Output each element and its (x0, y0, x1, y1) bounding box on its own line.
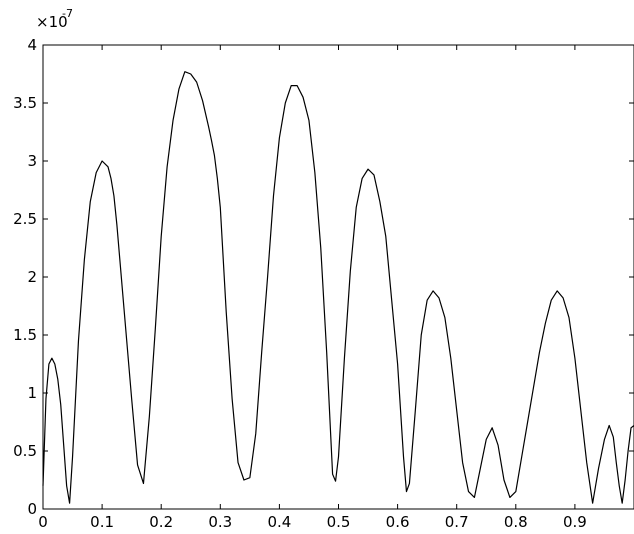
y-tick-label: 4 (27, 36, 37, 54)
series-group (42, 71, 634, 504)
x-tick-label: 0.4 (267, 513, 291, 531)
y-tick-label: 1.5 (13, 326, 37, 344)
x-tick-label: 0.9 (563, 513, 587, 531)
x-tick-label: 0.1 (90, 513, 114, 531)
y-tick-label: 3.5 (13, 94, 37, 112)
x-tick-label: 0 (38, 513, 48, 531)
y-axis-ticks: 0 0.5 1 1.5 2 2.5 3 3.5 4 (13, 36, 634, 518)
x-tick-label: 0.5 (327, 513, 351, 531)
x-tick-label: 0.3 (208, 513, 232, 531)
x-tick-label: 0.8 (504, 513, 528, 531)
y-scale-multiplier: ×10 (36, 13, 68, 31)
x-tick-label: 0.2 (149, 513, 173, 531)
x-tick-label: 0.6 (386, 513, 410, 531)
y-tick-label: 0 (27, 500, 37, 518)
series-line (42, 71, 634, 504)
y-tick-label: 2 (27, 268, 37, 286)
y-tick-label: 3 (27, 152, 37, 170)
x-axis-ticks: 0 0.1 0.2 0.3 0.4 0.5 0.6 0.7 0.8 0.9 (38, 45, 587, 531)
axes-group: 0 0.1 0.2 0.3 0.4 0.5 0.6 0.7 0.8 0.9 0 0.5 1 1.5 2 2.… (13, 36, 634, 531)
plot-frame (42, 44, 634, 510)
x-tick-label: 0.7 (445, 513, 469, 531)
y-tick-label: 0.5 (13, 442, 37, 460)
y-tick-label: 2.5 (13, 210, 37, 228)
y-scale-exponent: -7 (62, 7, 73, 20)
y-tick-label: 1 (27, 384, 37, 402)
